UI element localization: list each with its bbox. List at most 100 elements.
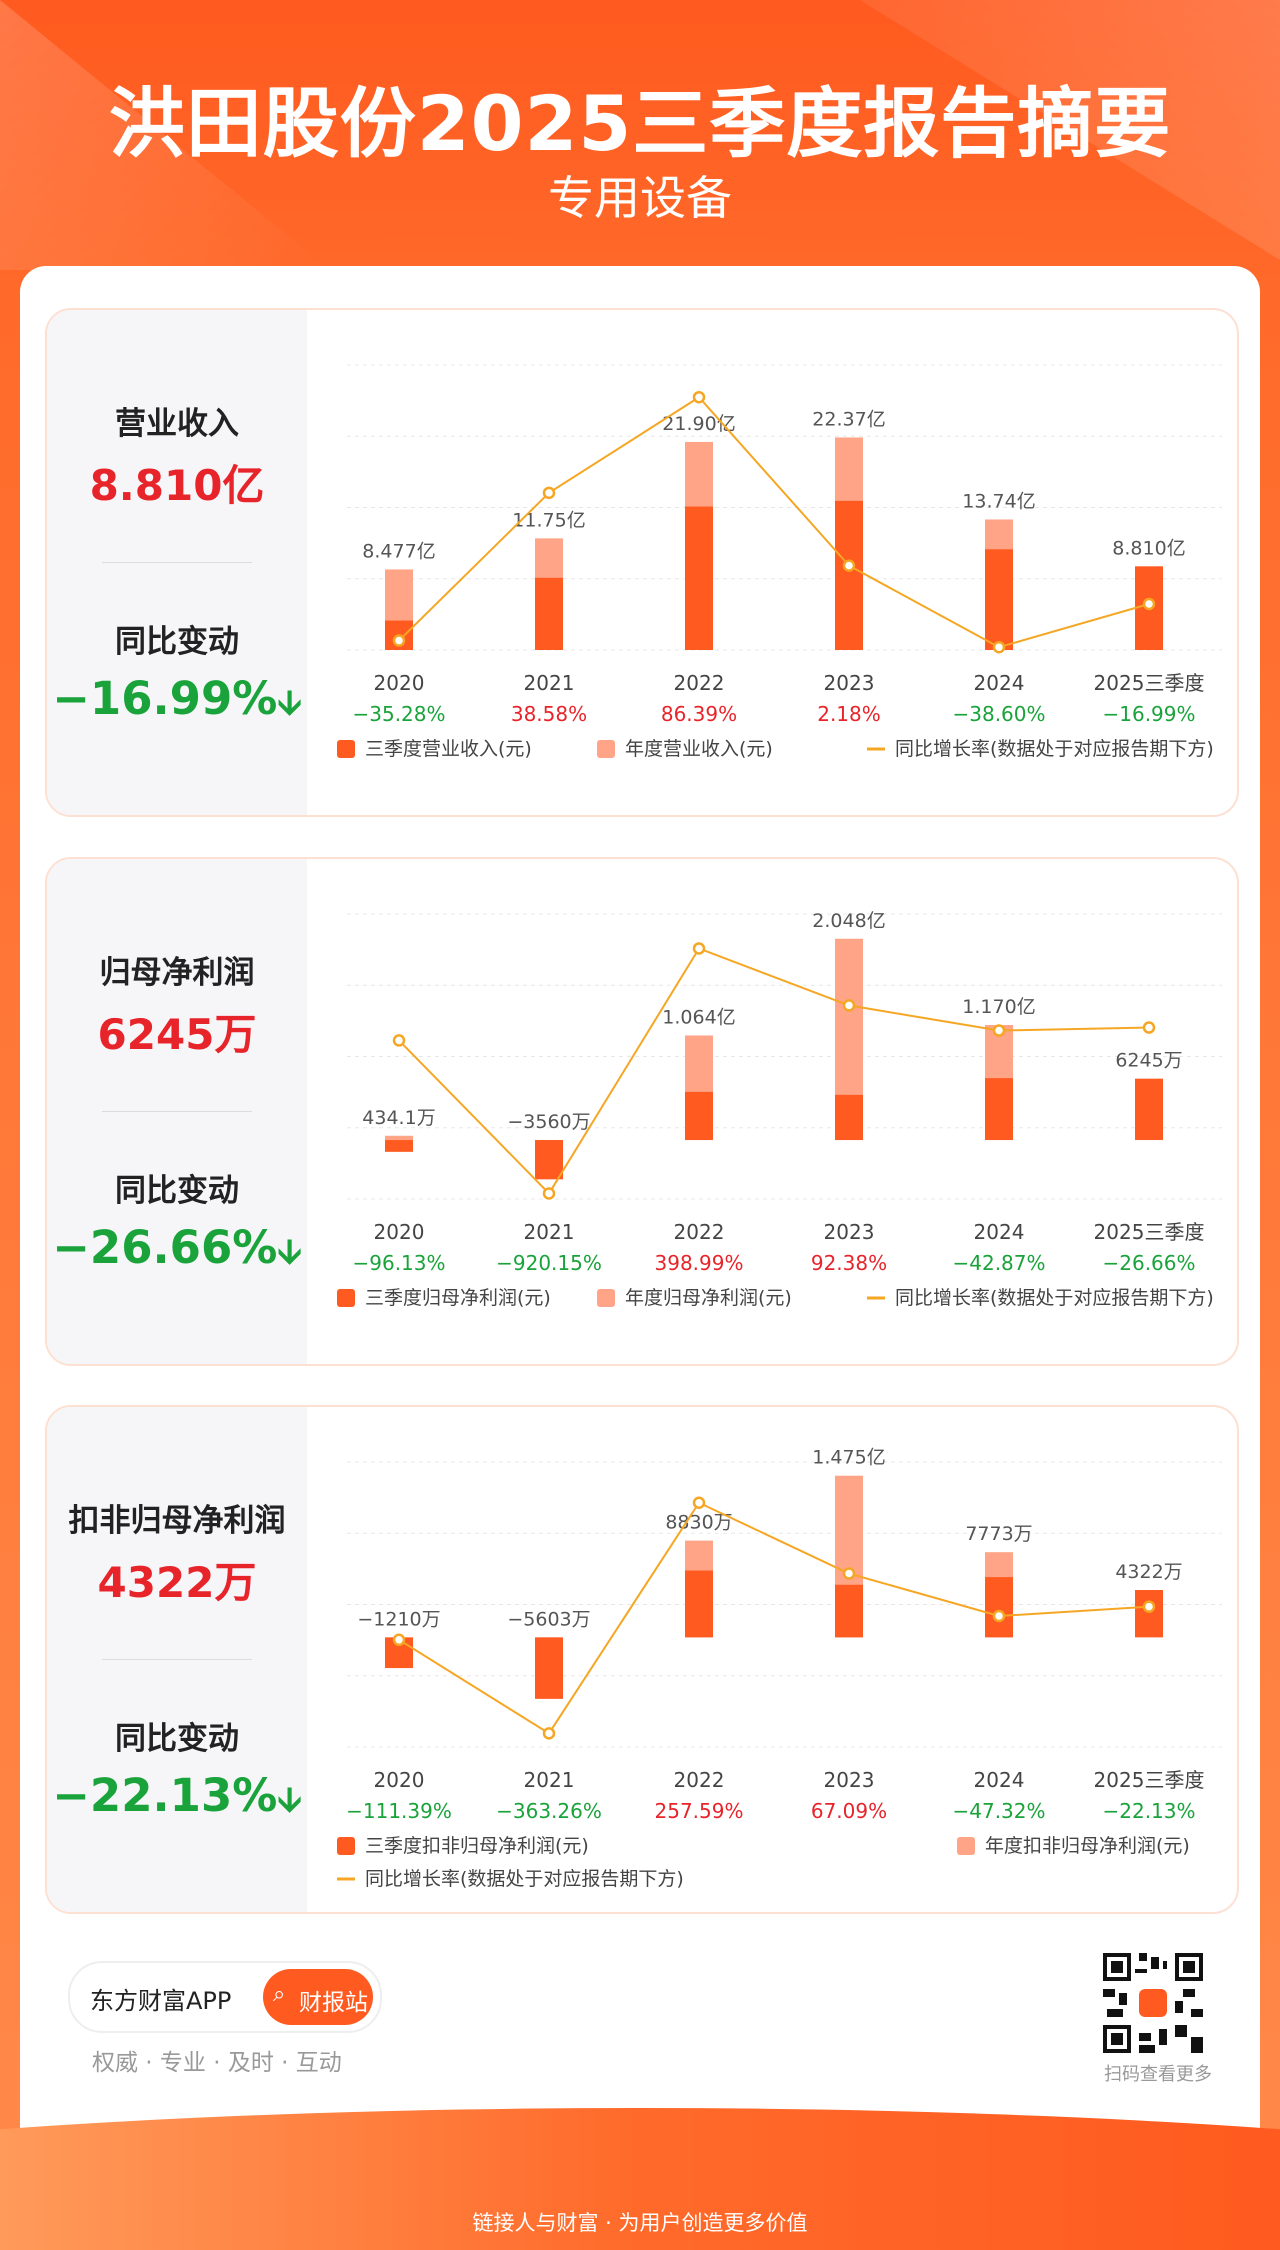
growth-label: 38.58% <box>511 702 587 726</box>
growth-label: −35.28% <box>352 702 445 726</box>
growth-line <box>398 1501 1150 1735</box>
growth-label: −47.32% <box>952 1799 1045 1823</box>
category-label: 2021 <box>524 1768 575 1792</box>
card-net-profit: 归母净利润 6245万 同比变动 −26.66%🡫 434.1万 2020 −96.… <box>45 857 1239 1366</box>
growth-label: 67.09% <box>811 1799 887 1823</box>
legend-swatch-quarter <box>337 740 355 758</box>
category-label: 2025三季度 <box>1094 1220 1205 1244</box>
category-label: 2022 <box>674 671 725 695</box>
growth-point <box>1142 1600 1156 1613</box>
legend-label: 三季度归母净利润(元) <box>365 1287 551 1309</box>
chart-deducted-profit: −1210万2020−111.39%−5603万2021−363.26%8830… <box>337 1447 1222 1890</box>
footer-band <box>0 2108 1280 2250</box>
arrow-down-icon: 🡫 <box>277 1780 302 1820</box>
growth-label: −26.66% <box>1102 1251 1195 1275</box>
bar-value-label: 11.75亿 <box>512 509 585 531</box>
legend-label: 年度营业收入(元) <box>625 738 773 760</box>
category-label: 2022 <box>674 1768 725 1792</box>
annual-bar <box>385 1135 413 1141</box>
growth-point <box>992 640 1006 654</box>
growth-point <box>692 390 706 404</box>
change-value: −26.66%🡫 <box>47 1221 307 1285</box>
metric-value: 6245万 <box>97 1010 257 1059</box>
growth-point <box>842 559 856 572</box>
footer-tagline: 链接人与财富 · 为用户创造更多价值 <box>472 2211 808 2235</box>
category-label: 2024 <box>974 671 1025 695</box>
bar-value-label: −1210万 <box>357 1608 440 1630</box>
metric-label: 营业收入 <box>115 406 239 442</box>
bar-value-label: 8.477亿 <box>362 540 435 562</box>
quarter-bar <box>835 1094 863 1141</box>
page-subtitle: 专用设备 <box>548 171 732 225</box>
page-title: 洪田股份2025三季度报告摘要 <box>108 79 1172 168</box>
report-station-button[interactable]: ⌕ 财报站 <box>263 1969 373 2025</box>
app-name: 东方财富APP <box>90 1987 232 2015</box>
card-summary: 营业收入 8.810亿 同比变动 −16.99%🡫 <box>47 310 307 815</box>
growth-label: −38.60% <box>952 702 1045 726</box>
legend-swatch-annual <box>597 1289 615 1307</box>
category-label: 2021 <box>524 671 575 695</box>
legend-swatch-quarter <box>337 1837 355 1855</box>
growth-label: 398.99% <box>655 1251 744 1275</box>
legend-swatch-annual <box>957 1837 975 1855</box>
bar-value-label: 8.810亿 <box>1112 537 1185 559</box>
bar-value-label: 13.74亿 <box>962 490 1035 512</box>
category-label: 2022 <box>674 1220 725 1244</box>
growth-point <box>392 1633 406 1647</box>
legend-label: 同比增长率(数据处于对应报告期下方) <box>895 738 1214 760</box>
divider <box>102 1111 252 1112</box>
growth-point <box>692 1496 706 1510</box>
quarter-bar <box>535 577 563 650</box>
category-label: 2024 <box>974 1768 1025 1792</box>
app-search-pill[interactable]: 东方财富APP ⌕ 财报站 <box>68 1961 382 2033</box>
category-label: 2021 <box>524 1220 575 1244</box>
growth-label: −22.13% <box>1102 1799 1195 1823</box>
bar-value-label: 4322万 <box>1115 1561 1182 1583</box>
change-value-text: −22.13% <box>52 1769 278 1822</box>
growth-line <box>398 947 1150 1196</box>
growth-point <box>1142 1021 1156 1034</box>
category-label: 2020 <box>374 1768 425 1792</box>
legend-label: 年度扣非归母净利润(元) <box>985 1835 1190 1857</box>
quarter-bar <box>985 1078 1013 1141</box>
change-value: −16.99%🡫 <box>47 672 307 736</box>
bar-value-label: 22.37亿 <box>812 408 885 430</box>
report-station-label: 财报站 <box>299 1990 368 2016</box>
legend-label: 三季度扣非归母净利润(元) <box>365 1835 589 1857</box>
quarter-bar <box>685 1570 713 1638</box>
change-value-text: −16.99% <box>52 672 278 725</box>
growth-point <box>692 942 706 955</box>
chart-revenue: 8.477亿 2020 −35.28% 11.75亿 2021 38.58% 21.90亿 2… <box>337 364 1222 760</box>
category-label: 2023 <box>824 671 875 695</box>
metric-value: 8.810亿 <box>89 461 265 510</box>
qr-code-icon[interactable] <box>1103 1953 1203 2053</box>
metric-value: 4322万 <box>97 1558 257 1607</box>
change-label: 同比变动 <box>115 1173 239 1209</box>
legend-label: 同比增长率(数据处于对应报告期下方) <box>895 1287 1214 1309</box>
chart-net-profit: 434.1万 2020 −96.13% −3560万 2021 −920.15% 1.064… <box>337 910 1222 1309</box>
quarter-bar <box>685 506 713 650</box>
search-icon: ⌕ <box>273 1982 286 2007</box>
arrow-down-icon: 🡫 <box>277 1232 302 1272</box>
change-value: −22.13%🡫 <box>47 1769 307 1833</box>
bar-value-label: 6245万 <box>1115 1050 1182 1072</box>
growth-label: 257.59% <box>655 1799 744 1823</box>
bar-value-label: 434.1万 <box>362 1107 435 1129</box>
growth-point <box>992 1609 1006 1623</box>
quarter-bar <box>685 1091 713 1141</box>
growth-label: −363.26% <box>496 1799 602 1823</box>
slogan: 权威 · 专业 · 及时 · 互动 <box>92 2050 342 2076</box>
change-label: 同比变动 <box>115 1721 239 1757</box>
growth-line <box>398 395 1150 649</box>
legend-label: 年度归母净利润(元) <box>625 1287 792 1309</box>
quarter-bar <box>835 1584 863 1638</box>
bar-value-label: 1.170亿 <box>962 996 1035 1018</box>
change-value-text: −26.66% <box>52 1221 278 1274</box>
category-label: 2024 <box>974 1220 1025 1244</box>
growth-label: 92.38% <box>811 1251 887 1275</box>
card-summary: 扣非归母净利润 4322万 同比变动 −22.13%🡫 <box>47 1407 307 1912</box>
metric-label: 扣非归母净利润 <box>68 1503 286 1539</box>
growth-label: 2.18% <box>817 702 881 726</box>
divider <box>102 1659 252 1660</box>
qr-caption: 扫码查看更多 <box>1104 2064 1212 2085</box>
